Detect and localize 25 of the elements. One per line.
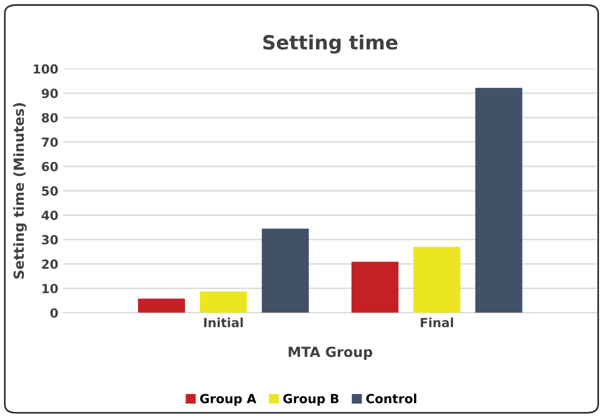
y-tick-label: 90 (42, 88, 58, 98)
bar (200, 292, 247, 313)
y-axis-title: Setting time (Minutes) (13, 103, 27, 279)
x-tick-label: Final (420, 318, 454, 328)
legend-label: Group B (283, 394, 338, 406)
bar (138, 298, 185, 313)
y-tick-label: 40 (42, 210, 58, 220)
y-tick-label: 80 (42, 113, 58, 123)
bar (262, 228, 309, 313)
x-tick-label: Initial (204, 318, 243, 328)
y-tick-label: 50 (42, 186, 58, 196)
x-axis-title: MTA Group (288, 346, 372, 360)
legend-label: Group A (200, 394, 256, 406)
legend-label: Control (366, 394, 416, 404)
y-tick-label: 70 (42, 137, 58, 147)
y-tick-label: 100 (34, 64, 58, 74)
y-tick-label: 60 (42, 162, 58, 172)
bar (475, 88, 522, 313)
bar (351, 262, 398, 313)
bar (413, 246, 460, 313)
y-tick-label: 10 (42, 284, 58, 294)
y-tick-label: 0 (50, 308, 58, 318)
y-tick-label: 30 (42, 235, 58, 244)
y-tick-label: 20 (42, 259, 58, 269)
chart-title: Setting time (263, 34, 398, 54)
